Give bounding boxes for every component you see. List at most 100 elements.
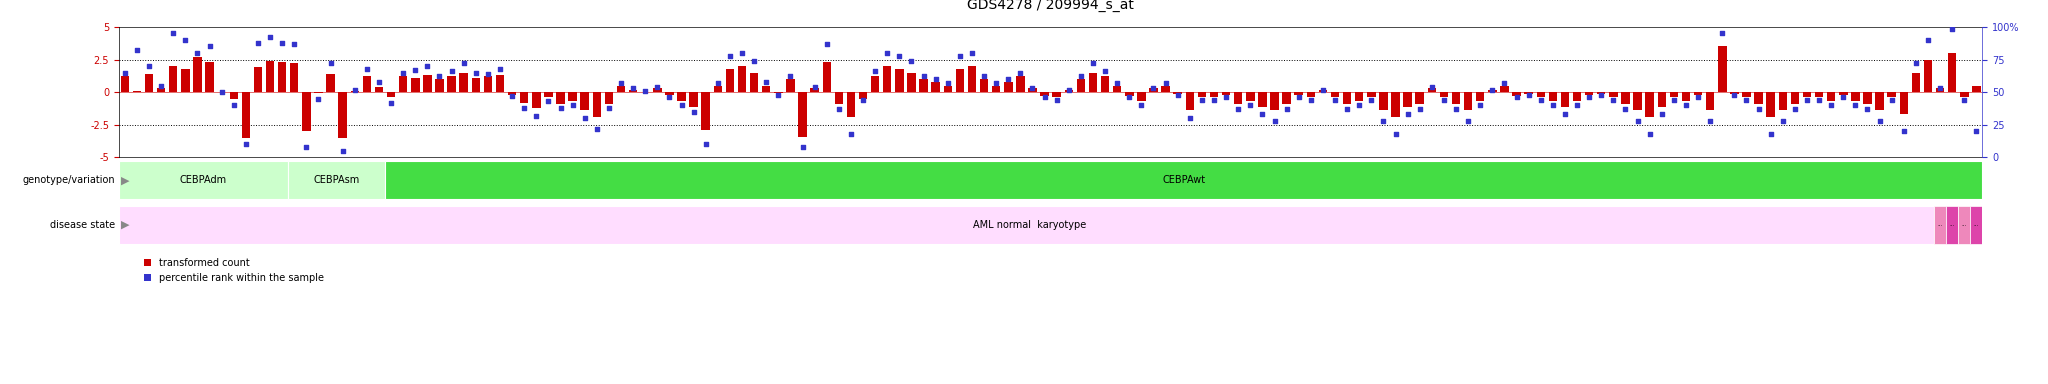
Bar bbox=[678, 92, 686, 101]
Point bbox=[266, 40, 299, 46]
Bar bbox=[702, 92, 711, 130]
Point bbox=[193, 43, 225, 50]
Point bbox=[1343, 102, 1376, 108]
Bar bbox=[1970, 206, 1982, 244]
Text: CEBPAdm: CEBPAdm bbox=[180, 175, 227, 185]
Bar bbox=[969, 66, 977, 92]
Bar bbox=[399, 76, 408, 92]
Point bbox=[532, 98, 565, 104]
Bar bbox=[991, 86, 999, 92]
Point bbox=[545, 105, 578, 111]
Point bbox=[1524, 97, 1556, 103]
Bar bbox=[1174, 92, 1182, 94]
Bar bbox=[641, 91, 649, 92]
Bar bbox=[1718, 46, 1726, 92]
Bar bbox=[483, 76, 492, 92]
Bar bbox=[1427, 88, 1436, 92]
Bar bbox=[338, 92, 346, 138]
Bar bbox=[1440, 92, 1448, 98]
Point bbox=[303, 96, 336, 102]
Bar bbox=[158, 88, 166, 92]
Bar bbox=[1597, 92, 1606, 94]
Bar bbox=[1391, 92, 1399, 117]
Point bbox=[133, 63, 166, 69]
Point bbox=[1864, 118, 1896, 124]
Bar bbox=[1452, 92, 1460, 104]
Bar bbox=[1040, 92, 1049, 96]
Bar bbox=[1477, 92, 1485, 101]
Point bbox=[1827, 94, 1860, 101]
Point bbox=[700, 80, 735, 86]
Text: CEBPAsm: CEBPAsm bbox=[313, 175, 360, 185]
Point bbox=[1257, 118, 1290, 124]
Point bbox=[1935, 26, 1968, 33]
Point bbox=[604, 80, 637, 86]
Point bbox=[1403, 106, 1436, 112]
Bar bbox=[1548, 92, 1556, 101]
Bar bbox=[1511, 92, 1522, 96]
Point bbox=[678, 109, 711, 115]
Bar bbox=[1911, 73, 1921, 92]
Point bbox=[1548, 111, 1581, 118]
Bar bbox=[774, 92, 782, 93]
Point bbox=[168, 37, 201, 43]
Bar bbox=[1282, 92, 1290, 104]
Bar bbox=[604, 92, 612, 104]
Bar bbox=[508, 92, 516, 95]
Text: ...: ... bbox=[1937, 222, 1944, 227]
Point bbox=[1112, 94, 1145, 101]
Bar bbox=[1524, 92, 1532, 94]
Point bbox=[242, 40, 274, 46]
Bar bbox=[362, 76, 371, 92]
Bar bbox=[1403, 92, 1411, 106]
Bar bbox=[592, 92, 600, 117]
Point bbox=[350, 66, 383, 72]
Bar bbox=[1368, 92, 1376, 98]
Bar bbox=[303, 92, 311, 131]
Point bbox=[1028, 94, 1061, 101]
Bar bbox=[920, 79, 928, 92]
Bar bbox=[1356, 92, 1364, 101]
Bar bbox=[1802, 92, 1810, 98]
Point bbox=[399, 67, 432, 73]
Point bbox=[725, 50, 758, 56]
Bar bbox=[690, 92, 698, 106]
Point bbox=[291, 144, 324, 150]
Bar bbox=[1851, 92, 1860, 101]
Bar bbox=[1876, 92, 1884, 111]
Bar bbox=[1053, 92, 1061, 98]
Point bbox=[895, 58, 928, 64]
Point bbox=[158, 30, 190, 36]
Bar bbox=[170, 66, 178, 92]
Point bbox=[846, 97, 879, 103]
Bar bbox=[907, 73, 915, 92]
Point bbox=[313, 60, 346, 66]
Bar bbox=[217, 91, 225, 92]
Bar bbox=[569, 92, 578, 101]
Point bbox=[907, 73, 940, 79]
Bar bbox=[1186, 92, 1194, 111]
Bar bbox=[870, 76, 879, 92]
Point bbox=[811, 41, 844, 47]
Bar bbox=[557, 92, 565, 104]
Bar bbox=[1307, 92, 1315, 98]
Bar bbox=[786, 79, 795, 92]
Bar bbox=[1464, 92, 1473, 111]
Bar bbox=[1331, 92, 1339, 98]
Bar bbox=[750, 73, 758, 92]
Point bbox=[1415, 84, 1448, 90]
Point bbox=[1960, 128, 1993, 134]
Bar bbox=[1634, 92, 1642, 111]
Point bbox=[1731, 97, 1763, 103]
Bar bbox=[858, 92, 866, 99]
Bar bbox=[823, 62, 831, 92]
Point bbox=[1888, 128, 1921, 134]
Point bbox=[1923, 85, 1956, 91]
Text: ▶: ▶ bbox=[121, 175, 129, 185]
Bar bbox=[385, 162, 1982, 200]
Point bbox=[446, 60, 479, 66]
Bar bbox=[1790, 92, 1798, 104]
Bar bbox=[1137, 92, 1145, 101]
Point bbox=[1790, 97, 1823, 103]
Bar bbox=[1901, 92, 1909, 114]
